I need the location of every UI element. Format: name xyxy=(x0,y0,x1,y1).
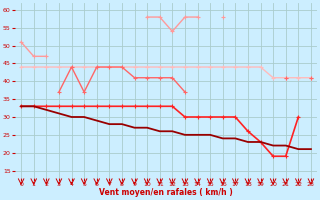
X-axis label: Vent moyen/en rafales ( km/h ): Vent moyen/en rafales ( km/h ) xyxy=(99,188,233,197)
